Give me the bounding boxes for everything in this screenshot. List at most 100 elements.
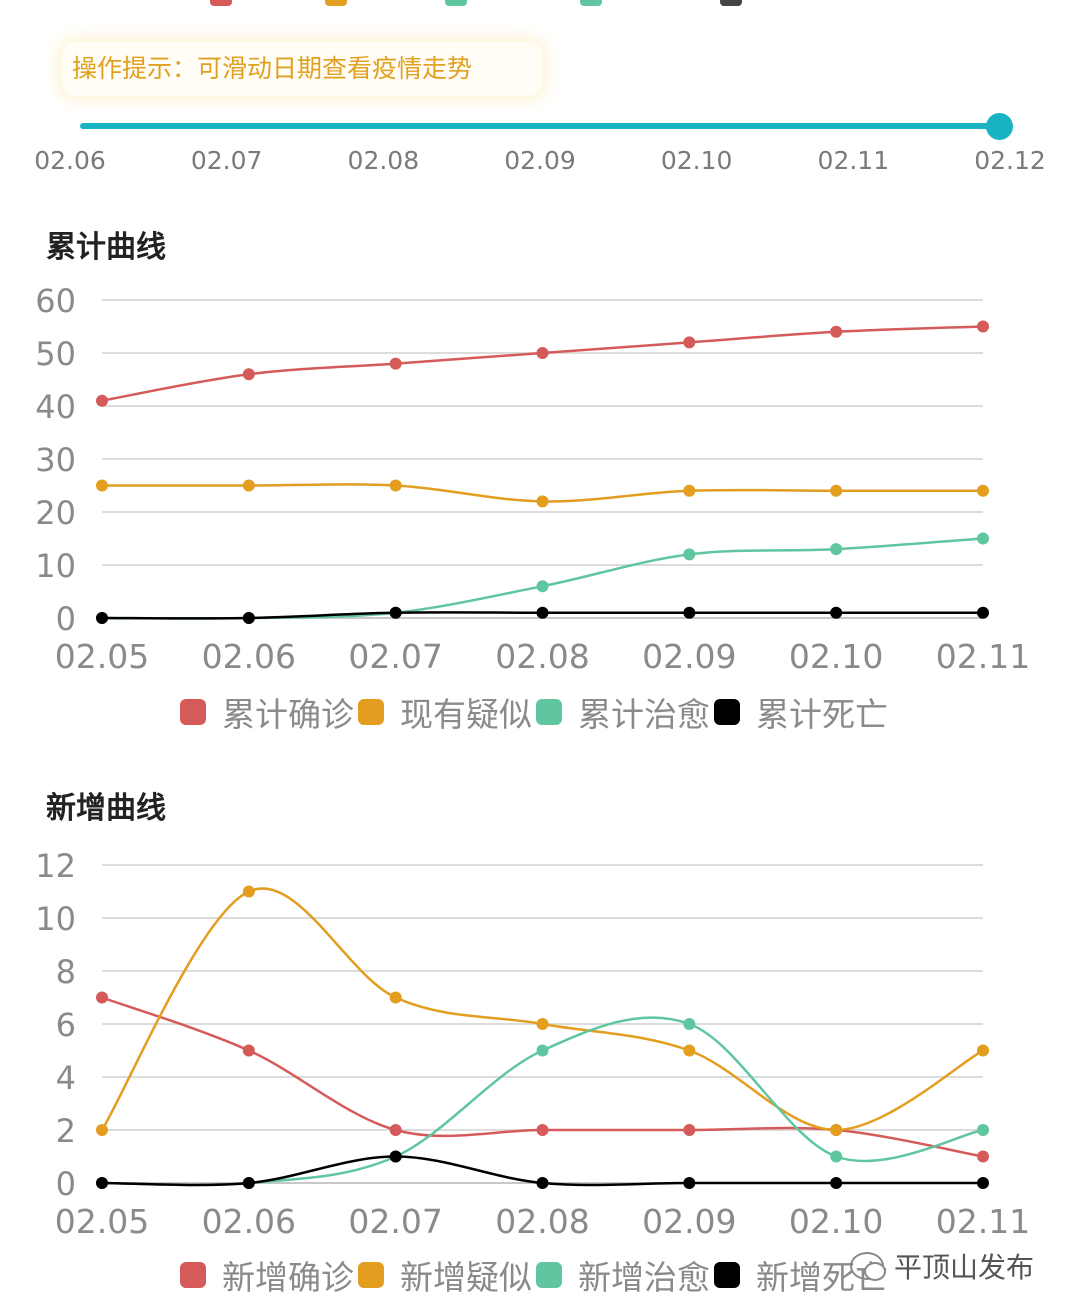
data-point — [536, 495, 549, 508]
slider-date-label[interactable]: 02.12 — [974, 146, 1046, 175]
date-slider-track[interactable] — [80, 123, 1000, 129]
watermark-text: 平顶山发布 — [894, 1251, 1035, 1284]
legend-swatch — [536, 699, 562, 725]
data-point — [536, 1044, 549, 1057]
legend-swatch — [180, 699, 206, 725]
x-tick-label: 02.05 — [55, 637, 149, 676]
y-tick-label: 60 — [35, 282, 76, 320]
legend-label: 新增治愈 — [578, 1258, 710, 1297]
slider-date-label[interactable]: 02.06 — [34, 146, 106, 175]
legend-item[interactable]: 累计确诊 — [180, 688, 358, 736]
data-point — [683, 548, 696, 561]
y-tick-label: 6 — [56, 1006, 76, 1044]
x-tick-label: 02.06 — [202, 1202, 296, 1241]
series-line — [101, 325, 984, 402]
new-cases-chart-legend: 新增确诊 新增疑似 新增治愈 新增死亡 — [180, 1253, 892, 1297]
data-point — [977, 1150, 989, 1163]
data-point — [242, 612, 255, 624]
data-point — [242, 1177, 255, 1189]
slider-date-label[interactable]: 02.11 — [817, 146, 890, 175]
legend-label: 新增疑似 — [400, 1258, 532, 1297]
top-marker-2 — [325, 0, 347, 6]
y-tick-label: 4 — [56, 1059, 76, 1097]
data-point — [683, 1177, 696, 1189]
y-tick-label: 0 — [56, 1165, 76, 1203]
data-point — [536, 606, 549, 619]
x-tick-label: 02.10 — [789, 1202, 883, 1241]
series-line — [101, 537, 984, 620]
data-point — [536, 1018, 549, 1030]
legend-item[interactable]: 累计死亡 — [714, 688, 892, 736]
wechat-icon — [850, 1252, 886, 1281]
date-slider-handle[interactable] — [986, 113, 1013, 140]
data-point — [683, 1044, 696, 1057]
x-tick-label: 02.08 — [495, 637, 589, 676]
legend-swatch — [180, 1262, 206, 1288]
legend-item[interactable]: 累计治愈 — [536, 688, 714, 736]
data-point — [830, 1177, 843, 1189]
legend-item[interactable]: 新增确诊 — [180, 1251, 358, 1299]
legend-swatch — [536, 1262, 562, 1288]
data-point — [977, 532, 989, 545]
cumulative-chart-legend: 累计确诊 现有疑似 累计治愈 累计死亡 — [180, 690, 892, 734]
cumulative-line-chart: 0 10 20 30 40 50 60 02.05 02.06 02.07 02.08 02.09 02… — [35, 282, 1030, 676]
data-point — [830, 325, 843, 338]
series-line — [101, 1016, 984, 1187]
y-tick-label: 50 — [35, 335, 76, 373]
data-point — [389, 357, 402, 370]
top-marker-1 — [210, 0, 232, 6]
x-tick-label: 02.09 — [642, 1202, 736, 1241]
data-point — [683, 1018, 696, 1030]
legend-label: 累计确诊 — [222, 695, 354, 734]
y-tick-label: 20 — [35, 494, 76, 532]
x-tick-label: 02.10 — [789, 637, 883, 676]
data-point — [96, 1124, 108, 1136]
legend-item[interactable]: 新增治愈 — [536, 1251, 714, 1299]
slider-date-label[interactable]: 02.08 — [347, 146, 420, 175]
data-point — [389, 991, 402, 1004]
x-tick-label: 02.07 — [348, 637, 442, 676]
x-tick-label: 02.05 — [55, 1202, 149, 1241]
data-point — [242, 368, 255, 381]
data-point — [683, 336, 696, 349]
data-point — [683, 606, 696, 619]
y-tick-label: 2 — [56, 1112, 76, 1150]
data-point — [830, 606, 843, 619]
top-marker-5 — [720, 0, 742, 6]
slider-date-label[interactable]: 02.07 — [190, 146, 263, 175]
legend-label: 累计治愈 — [578, 695, 710, 734]
data-point — [96, 991, 108, 1004]
cumulative-chart-title: 累计曲线 — [46, 230, 166, 265]
slider-date-label[interactable]: 02.10 — [660, 146, 733, 175]
data-point — [977, 1044, 989, 1057]
operation-tip: 操作提示：可滑动日期查看疫情走势 — [62, 42, 542, 96]
x-tick-label: 02.07 — [348, 1202, 442, 1241]
data-point — [96, 612, 108, 624]
y-tick-label: 10 — [35, 547, 76, 585]
series-line — [100, 887, 984, 1132]
data-point — [830, 1124, 843, 1136]
data-point — [977, 606, 989, 619]
data-point — [683, 1124, 696, 1136]
watermark: 平顶山发布 — [850, 1246, 1034, 1286]
data-point — [389, 606, 402, 619]
x-tick-label: 02.09 — [642, 637, 736, 676]
legend-swatch — [358, 699, 384, 725]
slider-date-label[interactable]: 02.09 — [504, 146, 576, 175]
data-point — [536, 347, 549, 359]
data-point — [536, 580, 549, 593]
new-cases-chart-title: 新增曲线 — [46, 791, 166, 826]
data-point — [389, 479, 402, 492]
data-point — [242, 1044, 255, 1057]
data-point — [830, 484, 843, 497]
data-point — [977, 484, 989, 497]
data-point — [96, 394, 108, 407]
data-point — [977, 1177, 989, 1189]
data-point — [683, 484, 696, 497]
y-tick-label: 8 — [56, 953, 76, 991]
data-point — [977, 320, 989, 333]
data-point — [96, 479, 108, 492]
y-tick-label: 10 — [35, 900, 76, 938]
legend-item[interactable]: 新增疑似 — [358, 1251, 536, 1299]
legend-item[interactable]: 现有疑似 — [358, 688, 536, 736]
